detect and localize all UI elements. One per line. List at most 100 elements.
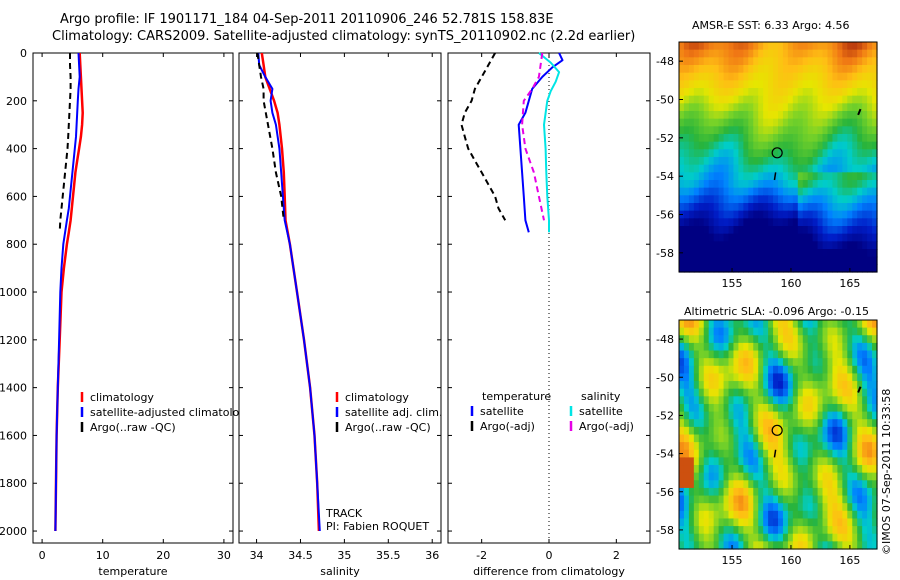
map-cell [738, 480, 744, 489]
map-cell [693, 518, 700, 527]
map-cell [857, 381, 863, 390]
map-cell [758, 426, 764, 436]
map-cell [693, 480, 700, 489]
map-cell [837, 65, 843, 74]
map-cell [812, 358, 819, 367]
map-cell [867, 42, 873, 51]
map-cell [698, 365, 705, 375]
map-cell [792, 49, 799, 58]
map-cell [753, 327, 759, 336]
map-cell [792, 126, 799, 135]
map-cell [708, 533, 715, 542]
map-cell [688, 373, 695, 382]
map-cell [703, 256, 710, 265]
map-cell [837, 381, 843, 390]
map-cell [822, 365, 829, 375]
legend-label-diff-2: Argo(-adj) [480, 420, 535, 433]
map-cell [763, 80, 769, 89]
map-cell [718, 388, 725, 397]
map-cell [817, 411, 824, 420]
map-cell [832, 358, 838, 367]
map-cell [738, 126, 744, 135]
map-cell [688, 256, 695, 265]
map-cell [763, 533, 769, 542]
map-cell [837, 533, 843, 542]
map-cell [852, 118, 858, 127]
map-cell [817, 187, 824, 196]
map-cell [787, 111, 794, 120]
map-cell [847, 350, 853, 359]
map-cell [698, 57, 705, 66]
map-cell [867, 396, 873, 405]
map-cell [857, 149, 863, 158]
map-cell [718, 411, 725, 420]
map-cell [832, 396, 838, 405]
map-cell [768, 241, 774, 250]
map-cell [738, 164, 744, 173]
map-cell [832, 457, 838, 466]
map-cell [778, 72, 784, 81]
map-cell [688, 141, 695, 150]
map-cell [728, 149, 735, 158]
map-cell [827, 388, 834, 397]
map-cell [688, 526, 695, 535]
map-cell [802, 442, 809, 451]
map-cell [797, 411, 804, 420]
map-cell [837, 320, 843, 329]
map-cell [768, 320, 774, 329]
map-cell [698, 42, 705, 51]
map-cell [763, 388, 769, 397]
map-cell [837, 126, 843, 135]
map-cell [867, 320, 873, 329]
map-cell [713, 126, 720, 135]
map-cell [748, 210, 754, 219]
map-cell [822, 65, 829, 74]
map-cell [797, 350, 804, 359]
map-cell [797, 503, 804, 512]
map-cell [708, 465, 715, 474]
map-cell [867, 65, 873, 74]
map-cell [782, 241, 789, 250]
map-cell [758, 495, 764, 504]
map-cell [862, 388, 868, 397]
map-cell [792, 442, 799, 451]
map-cell [867, 457, 873, 466]
map-cell [773, 442, 779, 451]
map-cell [743, 526, 749, 535]
map-cell [683, 88, 690, 97]
map-cell [728, 510, 735, 520]
map-cell [768, 256, 774, 265]
map-cell [797, 88, 804, 97]
map-cell [753, 95, 759, 104]
map-cell [857, 241, 863, 250]
map-cell [753, 403, 759, 413]
map-cell [807, 327, 814, 336]
map-cell [812, 480, 819, 489]
map-cell [703, 480, 710, 489]
map-cell [842, 157, 848, 166]
map-cell [733, 503, 739, 512]
map-frame-sst_map [678, 41, 878, 273]
map-cell [842, 510, 848, 520]
map-cell [733, 42, 739, 51]
map-cell [857, 203, 863, 212]
map-cell [797, 342, 804, 352]
map-cell [733, 126, 739, 135]
legend-label-diff-0: temperature [482, 390, 551, 403]
map-cell [782, 164, 789, 173]
map-cell [733, 381, 739, 390]
map-cell [832, 80, 838, 89]
map-cell [778, 249, 784, 258]
map-cell [832, 42, 838, 51]
map-cell [807, 396, 814, 405]
map-cell [872, 172, 878, 181]
map-cell [688, 381, 695, 390]
map-cell [728, 465, 735, 474]
map-cell [792, 541, 799, 550]
x-tick-label-salinity-1: 34.5 [288, 549, 313, 562]
map-cell [837, 226, 843, 235]
map-cell [733, 57, 739, 66]
map-cell [753, 495, 759, 504]
map-cell [753, 465, 759, 474]
map-cell [852, 249, 858, 258]
